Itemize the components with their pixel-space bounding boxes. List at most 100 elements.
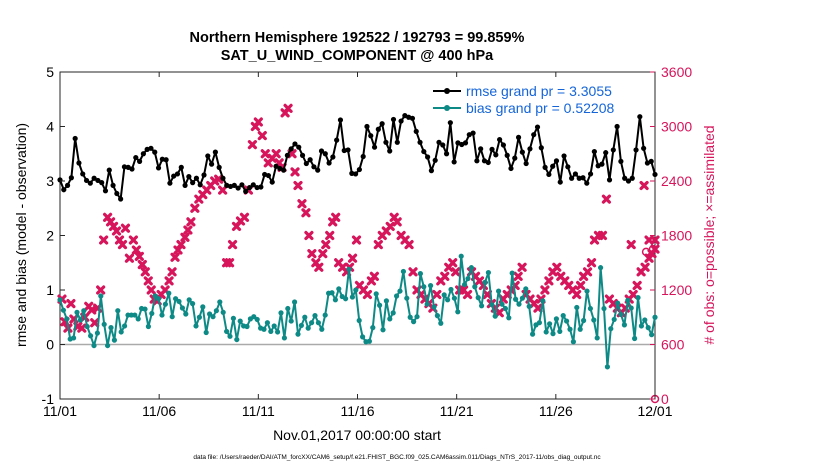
obs-assimilated-point	[301, 208, 311, 218]
bias-point	[577, 326, 583, 332]
bias-point	[288, 318, 294, 324]
rmse-point	[318, 148, 325, 154]
bias-point	[390, 310, 396, 316]
obs-assimilated-point	[650, 235, 660, 245]
obs-assimilated-point	[111, 226, 122, 236]
bias-point	[492, 313, 498, 319]
rmse-point	[87, 180, 93, 186]
rmse-point	[284, 152, 290, 158]
rmse-point	[546, 171, 552, 178]
bias-point	[448, 286, 454, 293]
rmse-point	[114, 190, 120, 197]
bias-point	[57, 297, 63, 303]
rmse-point	[489, 146, 495, 152]
bias-point	[315, 320, 321, 326]
rmse-point	[235, 185, 241, 191]
bias-point	[254, 316, 260, 323]
bias-point	[621, 322, 628, 328]
obs-assimilated-point	[253, 117, 263, 127]
rmse-point	[95, 177, 101, 184]
bias-point	[193, 323, 199, 329]
obs-assimilated-point	[257, 130, 267, 141]
bias-point	[598, 265, 604, 271]
rmse-point	[497, 136, 503, 143]
bias-point	[417, 271, 423, 277]
rmse-point	[421, 148, 427, 155]
bias-point	[513, 296, 519, 302]
obs-assimilated-point	[90, 318, 100, 328]
obs-assimilated-point	[440, 271, 450, 281]
bias-point	[441, 292, 447, 298]
bias-point	[451, 295, 457, 301]
obs-assimilated-point	[513, 271, 523, 281]
rmse-point	[443, 151, 450, 157]
bias-point	[217, 299, 223, 305]
legend: rmse grand pr = 3.3055 bias grand pr = 0…	[433, 83, 614, 116]
rmse-point	[178, 164, 184, 170]
rmse-point	[280, 167, 287, 173]
bias-point	[135, 316, 141, 322]
y-right-tick-label: 1800	[661, 228, 692, 244]
rmse-point	[519, 149, 525, 155]
bias-point	[635, 295, 641, 301]
bias-point	[292, 299, 298, 305]
rmse-point	[523, 160, 529, 167]
bias-point	[336, 286, 342, 292]
bias-point	[319, 326, 325, 332]
y-tick-label: 1	[46, 282, 54, 298]
bias-point	[370, 325, 376, 331]
obs-assimilated-point	[448, 258, 458, 268]
bias-point	[530, 331, 536, 337]
bias-point	[414, 314, 420, 320]
rmse-point	[159, 156, 165, 162]
rmse-point	[326, 160, 332, 166]
rmse-point	[231, 182, 237, 188]
bias-point	[380, 327, 386, 333]
bias-point	[203, 329, 209, 336]
x-axis-label: Nov.01,2017 00:00:00 start	[273, 427, 441, 443]
obs-assimilated-point	[260, 149, 270, 159]
rmse-point	[174, 171, 181, 177]
bias-point	[587, 305, 594, 312]
rmse-point	[425, 154, 431, 160]
rmse-point	[83, 177, 90, 184]
bias-point	[118, 329, 124, 335]
rmse-point	[500, 142, 507, 148]
obs-assimilated-point	[392, 217, 402, 227]
rmse-point	[334, 137, 340, 143]
obs-assimilated-point	[650, 244, 660, 254]
y-tick-label: 3	[46, 173, 54, 189]
bias-point	[64, 316, 70, 322]
rmse-point	[629, 175, 635, 181]
legend-rmse-label: rmse grand pr = 3.3055	[466, 83, 612, 99]
x-tick-label: 11/26	[539, 403, 573, 419]
bias-point	[642, 317, 648, 323]
rmse-point	[353, 171, 359, 177]
obs-assimilated-point	[183, 225, 193, 235]
rmse-point	[379, 121, 385, 127]
rmse-point	[394, 139, 400, 145]
bias-point	[295, 331, 301, 337]
rmse-point	[436, 139, 442, 145]
rmse-point	[246, 184, 253, 191]
rmse-point	[447, 120, 453, 126]
bias-point	[285, 305, 291, 312]
rmse-point	[136, 158, 143, 164]
rmse-point	[364, 123, 370, 130]
bias-point	[400, 268, 406, 275]
obs-assimilated-point	[601, 194, 612, 204]
rmse-point	[254, 184, 260, 191]
rmse-point	[576, 175, 582, 181]
bias-point	[632, 335, 638, 342]
bias-point	[553, 316, 560, 322]
bias-point	[489, 302, 495, 308]
y-tick-label: 2	[46, 228, 54, 244]
bias-point	[220, 309, 226, 315]
rmse-point	[68, 175, 74, 181]
obs-assimilated-point	[140, 267, 150, 277]
y-right-tick-label: 3600	[661, 64, 692, 80]
bias-point	[567, 326, 573, 332]
rmse-point	[360, 153, 366, 160]
bias-point	[564, 318, 570, 324]
rmse-point	[102, 188, 109, 194]
